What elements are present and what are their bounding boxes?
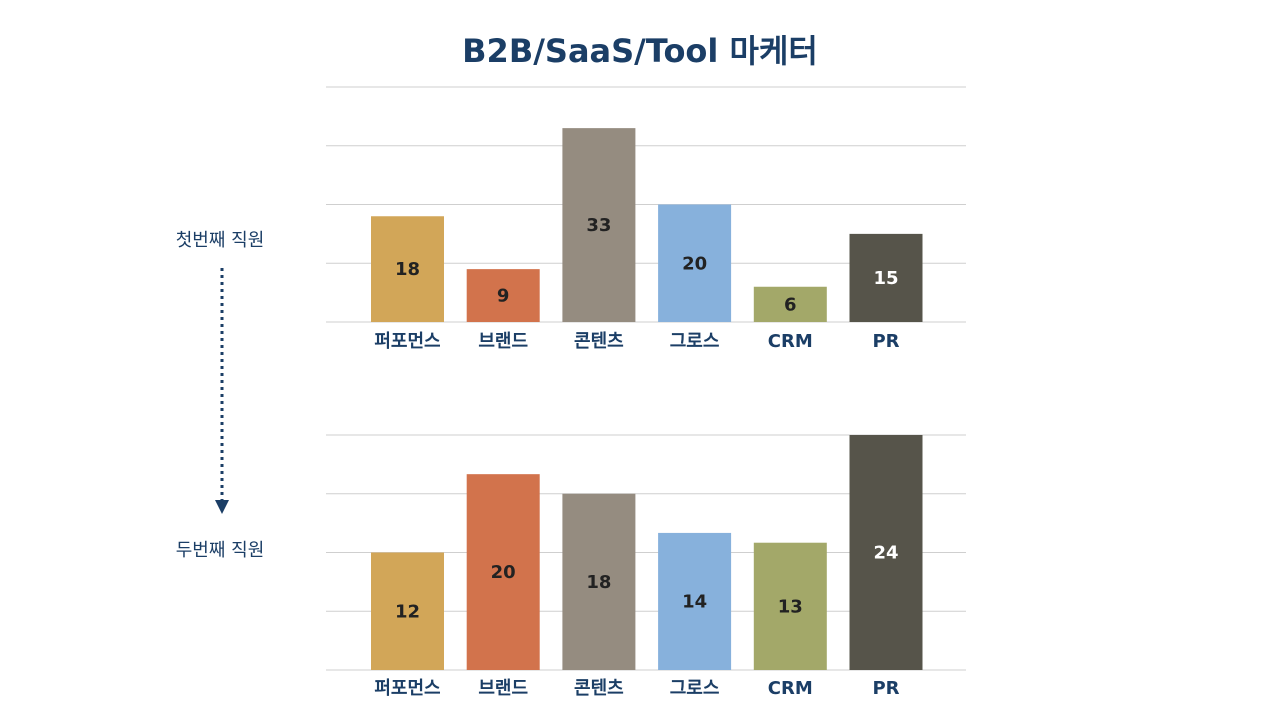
category-label: 브랜드: [478, 331, 528, 352]
bar-2: [466, 474, 540, 670]
value-label: 18: [395, 259, 420, 280]
bar-1: [371, 552, 444, 670]
value-label: 6: [784, 294, 797, 315]
category-label: 브랜드: [478, 678, 528, 699]
value-label: 12: [395, 601, 420, 622]
category-label: 그로스: [670, 678, 720, 699]
row-label-second-employee: 두번째 직원: [175, 540, 265, 561]
value-label: 13: [778, 596, 803, 617]
row-label-first-employee: 첫번째 직원: [175, 230, 265, 251]
category-label: CRM: [768, 331, 813, 352]
bar-5: [753, 542, 827, 670]
category-label: PR: [872, 678, 899, 699]
category-label: 퍼포먼스: [374, 331, 440, 352]
category-label: CRM: [768, 678, 813, 699]
bar-4: [658, 204, 732, 322]
value-label: 33: [586, 215, 611, 236]
value-label: 18: [586, 572, 611, 593]
bar-6: [849, 435, 923, 670]
chart-title: B2B/SaaS/Tool 마케터: [462, 32, 818, 70]
down-arrow-icon: [215, 500, 229, 514]
bar-5: [753, 286, 827, 322]
value-label: 14: [682, 591, 707, 612]
value-label: 15: [873, 268, 898, 289]
bar-3: [562, 128, 636, 322]
value-label: 9: [497, 286, 510, 307]
value-label: 24: [873, 543, 898, 564]
value-label: 20: [682, 253, 707, 274]
value-label: 20: [491, 562, 516, 583]
bar-2: [466, 269, 540, 322]
bar-6: [849, 233, 923, 322]
chart-first-employee: 18 퍼포먼스 9 브랜드 33 콘텐츠 20 그로스 6 CRM 15 PR: [326, 86, 966, 352]
category-label: 콘텐츠: [574, 331, 624, 352]
bar-3: [562, 493, 636, 670]
bar-4: [658, 532, 732, 670]
chart-second-employee: 12 퍼포먼스 20 브랜드 18 콘텐츠 14 그로스 13 CRM 24 PR: [326, 434, 966, 699]
bar-1: [371, 216, 444, 322]
category-label: 그로스: [670, 331, 720, 352]
category-label: 콘텐츠: [574, 678, 624, 699]
category-label: 퍼포먼스: [374, 678, 440, 699]
category-label: PR: [872, 331, 899, 352]
